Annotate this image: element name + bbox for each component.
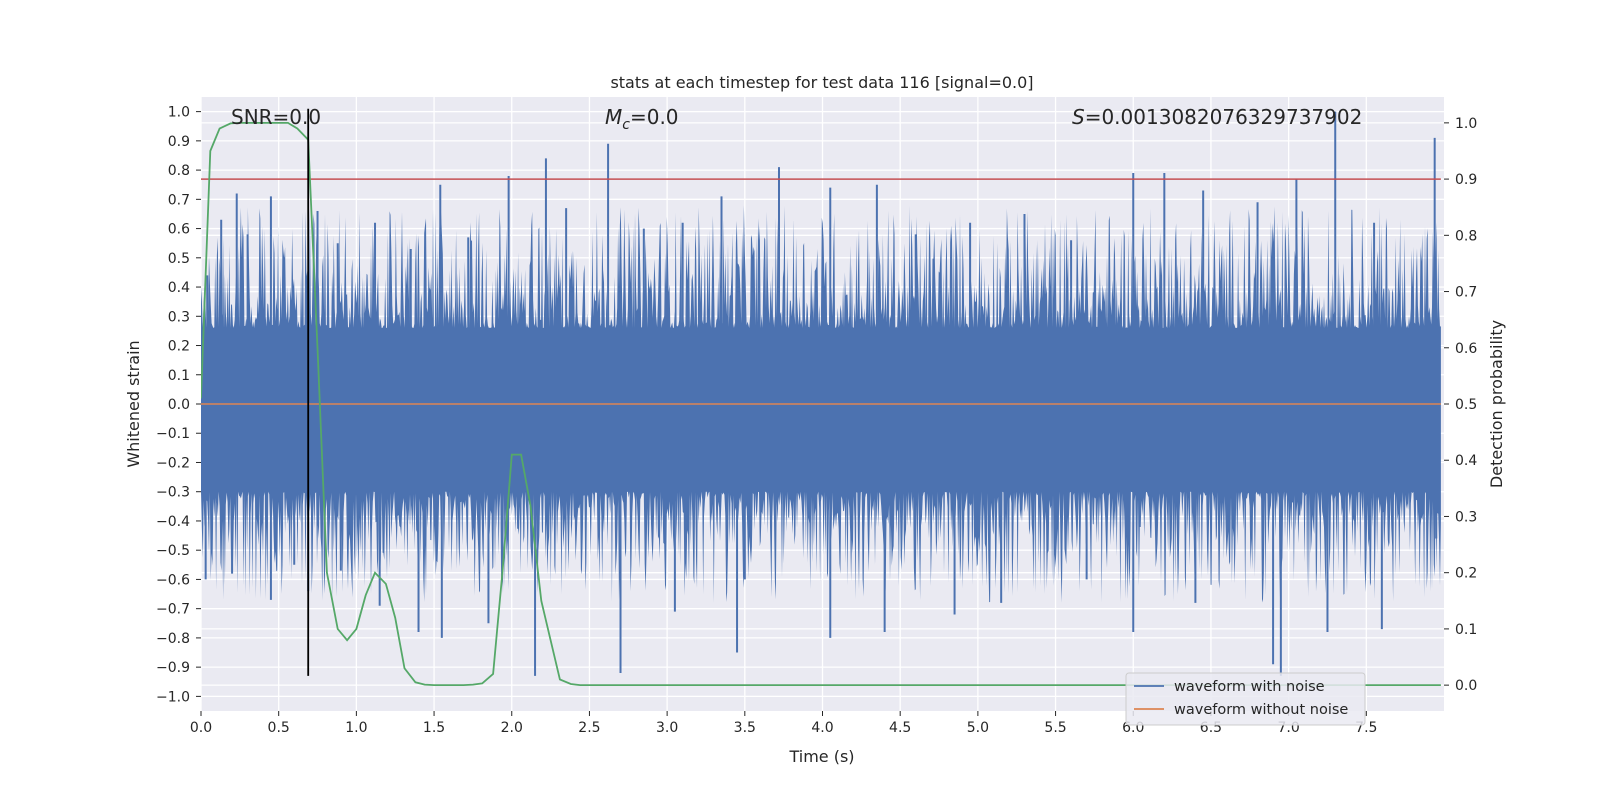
legend-box bbox=[1125, 672, 1366, 726]
x-tick-label: 2.5 bbox=[578, 720, 600, 736]
x-tick-label: 3.5 bbox=[734, 720, 756, 736]
noise-spikes bbox=[204, 111, 1438, 676]
legend-label-waveform-without-noise: waveform without noise bbox=[1174, 702, 1348, 718]
x-axis-ticks: 0.0 0.5 1.0 1.5 2.0 2.5 3.0 3.5 4.0 4.5 5.0 5.5 6.0 6… bbox=[190, 711, 1377, 736]
y-tick-label: 0.5 bbox=[168, 251, 190, 267]
y2-tick-label: 1.0 bbox=[1455, 116, 1477, 132]
legend-label-waveform-with-noise: waveform with noise bbox=[1174, 679, 1325, 695]
legend: waveform with noise waveform without noi… bbox=[1125, 672, 1366, 726]
y-tick-label: 0.6 bbox=[168, 222, 190, 238]
y-tick-label: 0.0 bbox=[168, 397, 190, 413]
y-tick-label: 0.1 bbox=[168, 368, 190, 384]
y2-tick-label: 0.0 bbox=[1455, 678, 1477, 694]
y-tick-label: 1.0 bbox=[168, 105, 190, 121]
y-tick-label: −0.1 bbox=[156, 426, 190, 442]
y2-tick-label: 0.2 bbox=[1455, 566, 1477, 582]
snr-annotation: SNR=0.0 bbox=[231, 105, 321, 129]
y-tick-label: 0.7 bbox=[168, 192, 190, 208]
y-tick-label: −0.6 bbox=[156, 572, 190, 588]
x-tick-label: 4.0 bbox=[811, 720, 833, 736]
x-tick-label: 0.5 bbox=[268, 720, 290, 736]
x-axis-label: Time (s) bbox=[788, 747, 854, 766]
y2-tick-label: 0.5 bbox=[1455, 397, 1477, 413]
x-tick-label: 5.0 bbox=[967, 720, 989, 736]
y-tick-label: −0.8 bbox=[156, 631, 190, 647]
y2-tick-label: 0.7 bbox=[1455, 285, 1477, 301]
y-tick-label: −0.2 bbox=[156, 455, 190, 471]
y2-tick-label: 0.1 bbox=[1455, 622, 1477, 638]
x-tick-label: 5.5 bbox=[1044, 720, 1066, 736]
y-tick-label: 0.9 bbox=[168, 134, 190, 150]
x-tick-label: 4.5 bbox=[889, 720, 911, 736]
series-detection-probability bbox=[201, 122, 1441, 686]
y-axis-ticks: 1.0 0.9 0.8 0.7 0.6 0.5 0.4 0.3 0.2 0.1 0.0 −0.1 −0.… bbox=[156, 105, 201, 705]
y-tick-label: 0.3 bbox=[168, 309, 190, 325]
y-tick-label: −1.0 bbox=[156, 689, 190, 705]
y2-tick-label: 0.6 bbox=[1455, 341, 1477, 357]
y-tick-label: 0.4 bbox=[168, 280, 190, 296]
y-tick-label: −0.7 bbox=[156, 602, 190, 618]
x-tick-label: 2.0 bbox=[501, 720, 523, 736]
y-tick-label: 0.2 bbox=[168, 339, 190, 355]
y-axis-label: Whitened strain bbox=[124, 340, 143, 467]
y2-tick-label: 0.4 bbox=[1455, 453, 1477, 469]
y-tick-label: −0.9 bbox=[156, 660, 190, 676]
y-tick-label: −0.4 bbox=[156, 514, 190, 530]
chart-title: stats at each timestep for test data 116… bbox=[610, 73, 1033, 92]
x-tick-label: 0.0 bbox=[190, 720, 212, 736]
x-tick-label: 1.5 bbox=[423, 720, 445, 736]
y2-axis-ticks: 1.0 0.9 0.8 0.7 0.6 0.5 0.4 0.3 0.2 0.1 0.0 bbox=[1444, 116, 1477, 694]
chirp-mass-annotation: Mc=0.0 bbox=[605, 105, 679, 133]
y2-tick-label: 0.9 bbox=[1455, 172, 1477, 188]
y2-tick-label: 0.8 bbox=[1455, 228, 1477, 244]
x-tick-label: 3.0 bbox=[656, 720, 678, 736]
x-tick-label: 1.0 bbox=[345, 720, 367, 736]
s-annotation: S=0.0013082076329737902 bbox=[1072, 105, 1362, 129]
y-tick-label: −0.5 bbox=[156, 543, 190, 559]
y-tick-label: 0.8 bbox=[168, 163, 190, 179]
y-tick-label: −0.3 bbox=[156, 485, 190, 501]
y2-axis-label: Detection probability bbox=[1487, 320, 1506, 488]
y2-tick-label: 0.3 bbox=[1455, 509, 1477, 525]
